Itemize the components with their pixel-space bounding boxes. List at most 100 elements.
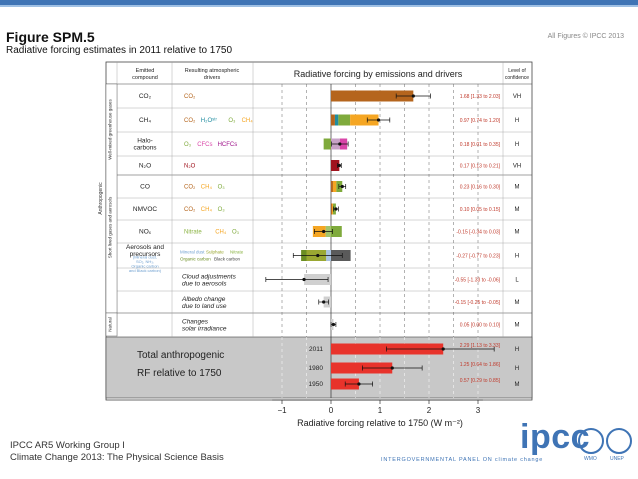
driver-5-0: CO₂: [184, 207, 196, 213]
compound-sub-1: SO₂, NH₃,: [136, 259, 154, 264]
total-value-2: 0.57 [0.29 to 0.85]: [460, 378, 501, 384]
best-estimate-4: [340, 184, 344, 189]
figure-subtitle: Radiative forcing estimates in 2011 rela…: [6, 45, 233, 56]
driver-text-10-a: Changes: [182, 319, 209, 326]
compound-2-1: carbons: [133, 145, 157, 152]
footer-line-2: Climate Change 2013: The Physical Scienc…: [10, 452, 224, 463]
confidence-4: M: [515, 185, 520, 191]
driver-2-0: O₃: [184, 142, 192, 148]
compound-0-0: CO₂: [139, 93, 152, 100]
driver-text-8-a: Cloud adjustments: [182, 274, 237, 281]
compound-1-0: CH₄: [139, 117, 151, 124]
value-label-9: -0.15 [-0.25 to -0.05]: [455, 300, 501, 306]
driver-6-0: Nitrate: [184, 230, 202, 236]
x-tick-label-3: 2: [427, 406, 432, 415]
value-label-8: -0.55 [-1.33 to -0.06]: [455, 278, 501, 284]
footer-citation: IPCC AR5 Working Group I Climate Change …: [10, 440, 224, 464]
best-estimate-2: [338, 142, 342, 146]
natural-group-box: [105, 312, 118, 337]
total-best-1: [390, 366, 394, 370]
bar-2-seg-0: [323, 138, 331, 150]
driver-5-2: O₃: [218, 207, 226, 213]
header-drivers-0: Resulting atmospheric: [185, 68, 240, 74]
bar-5-seg-0: [331, 203, 332, 215]
total-best-2: [357, 382, 361, 386]
confidence-9: M: [515, 300, 520, 306]
ipcc-logo: ipcc: [520, 418, 591, 456]
x-tick-label-0: −1: [277, 406, 287, 415]
total-best-0: [441, 347, 445, 351]
header-rf: Radiative forcing by emissions and drive…: [294, 69, 463, 79]
driver-mineral-dust: Mineral dust: [180, 250, 205, 255]
header-confidence-0: Level of: [508, 68, 526, 74]
confidence-0: VH: [513, 94, 521, 100]
driver-1-2: O₃: [228, 118, 236, 124]
driver-2-2: HCFCs: [218, 142, 238, 148]
x-axis-title: Radiative forcing relative to 1750 (W m⁻…: [297, 418, 463, 428]
driver-5-1: CH₄: [201, 207, 213, 213]
confidence-1: H: [515, 118, 519, 124]
confidence-8: L: [515, 278, 519, 284]
confidence-3: VH: [513, 164, 521, 170]
best-estimate-10: [331, 322, 336, 327]
wmo-logo-icon: [578, 428, 604, 454]
value-label-4: 0.23 [0.16 to 0.30]: [460, 185, 501, 191]
driver-nitrate: Nitrate: [230, 250, 244, 255]
bar-4-seg-1: [332, 181, 337, 192]
total-label-2: RF relative to 1750: [137, 368, 222, 379]
value-label-0: 1.68 [1.33 to 2.03]: [460, 94, 501, 100]
best-estimate-5: [334, 207, 338, 211]
driver-6-1: CH₄: [215, 230, 227, 236]
driver-1-3: CH₄: [242, 118, 254, 124]
wmghg-group-label: Well-mixed greenhouse gases: [108, 99, 113, 160]
copyright-note: All Figures © IPCC 2013: [547, 33, 624, 40]
confidence-10: M: [515, 323, 520, 329]
confidence-5: M: [515, 207, 520, 213]
total-confidence-1: H: [515, 366, 519, 372]
compound-7-1: precursors: [130, 251, 161, 258]
confidence-7: H: [515, 254, 519, 260]
confidence-2: H: [515, 142, 519, 148]
top-accent-bar: [0, 0, 638, 5]
total-year-1: 1980: [309, 365, 324, 372]
anthropogenic-label: Anthropogenic: [98, 182, 104, 215]
bar-1-seg-1: [334, 114, 339, 126]
compound-2-0: Halo-: [137, 138, 153, 145]
value-label-10: 0.05 [0.00 to 0.10]: [460, 323, 501, 329]
value-label-3: 0.17 [0.13 to 0.21]: [460, 164, 501, 170]
driver-4-2: O₃: [218, 185, 226, 191]
ipcc-tagline: INTERGOVERNMENTAL PANEL ON climate chang…: [381, 457, 544, 463]
x-tick-label-4: 3: [476, 406, 481, 415]
figure-title: Figure SPM.5: [6, 29, 95, 45]
total-year-0: 2011: [309, 346, 323, 353]
best-estimate-8: [302, 277, 306, 282]
best-estimate-0: [411, 94, 415, 98]
bar-0-seg-0: [331, 90, 414, 102]
x-tick-label-2: 1: [378, 406, 383, 415]
value-label-5: 0.10 [0.05 to 0.15]: [460, 207, 501, 213]
total-confidence-0: H: [515, 347, 519, 353]
compound-5-0: NMVOC: [133, 206, 158, 213]
wmo-caption: WMO: [584, 456, 597, 462]
unep-logo-icon: [606, 428, 632, 454]
slg-group-label: Short lived gases and aerosols: [108, 196, 113, 258]
bar-1-seg-3: [350, 114, 379, 126]
driver-black-carbon: Black carbon: [214, 257, 241, 262]
bar-5-seg-1: [331, 203, 333, 215]
total-label-1: Total anthropogenic: [137, 350, 224, 361]
header-confidence-1: confidence: [505, 75, 529, 81]
bar-3-seg-0: [331, 160, 340, 171]
best-estimate-7: [316, 253, 320, 258]
best-estimate-9: [322, 300, 326, 304]
best-estimate-3: [337, 163, 341, 168]
driver-text-8-b: due to aerosols: [182, 281, 227, 288]
natural-group-label: Natural: [108, 317, 113, 332]
driver-text-10-b: solar irradiance: [182, 326, 227, 333]
best-estimate-1: [376, 118, 381, 122]
header-emitted-1: compound: [132, 75, 158, 81]
total-value-1: 1.25 [0.64 to 1.86]: [460, 362, 501, 368]
header-emitted-0: Emitted: [136, 68, 155, 74]
bar-1-seg-2: [338, 114, 351, 126]
bar-1-seg-0: [331, 114, 335, 126]
